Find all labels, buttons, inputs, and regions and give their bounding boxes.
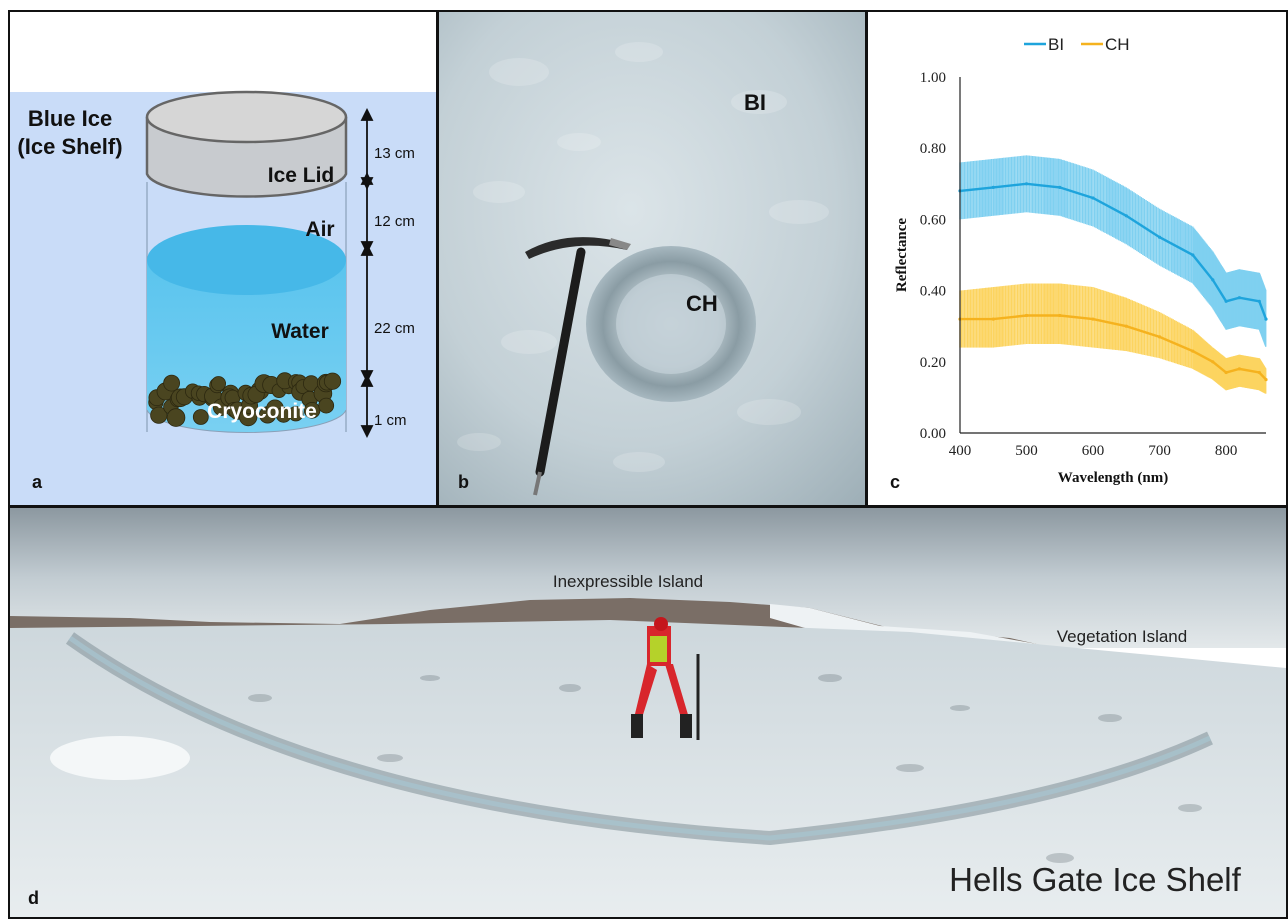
y-tick-label: 0.00 (920, 426, 946, 442)
ice-axe (525, 237, 631, 496)
blue-ice-title: Blue Ice (28, 106, 112, 131)
x-tick-label: 400 (949, 443, 972, 459)
hells-gate-ice-shelf-label: Hells Gate Ice Shelf (949, 861, 1241, 898)
ice-shelf-panorama: Inexpressible Island Vegetation Island H… (10, 508, 1286, 917)
data-point-ch (1058, 313, 1062, 318)
y-tick-label: 0.60 (920, 212, 946, 228)
snow-patch (50, 736, 190, 780)
cryoconite-granule (192, 409, 209, 425)
data-point-ch (1211, 360, 1215, 364)
panel-d-ice-shelf-panorama: Inexpressible Island Vegetation Island H… (8, 506, 1288, 919)
inexpressible-island-label: Inexpressible Island (553, 572, 703, 591)
data-point-bi (1024, 182, 1029, 186)
data-point-ch (1264, 378, 1268, 382)
vegetation-island-label: Vegetation Island (1057, 627, 1187, 646)
data-point-ch (1224, 370, 1228, 375)
legend-ch-label: CH (1105, 35, 1130, 54)
cryoconite-granule (318, 397, 335, 414)
x-axis-title: Wavelength (nm) (1058, 470, 1168, 486)
air-label: Air (305, 218, 334, 241)
data-point-bi (991, 185, 995, 189)
x-tick-label: 700 (1148, 443, 1171, 459)
panel-a-cryoconite-diagram: Blue Ice (Ice Shelf) Ice Lid Air Water C… (8, 10, 438, 507)
legend-bi-label: BI (1048, 35, 1064, 54)
water-thickness: 22 cm (374, 320, 415, 337)
panel-a-label: a (32, 472, 43, 492)
data-point-ch (1158, 335, 1162, 339)
cryoconite-granules (148, 372, 342, 427)
cryoconite-granule (288, 406, 304, 422)
data-point-ch (1237, 367, 1241, 371)
cryoconite-granule (323, 372, 342, 390)
cryoconite-thickness: 1 cm (374, 412, 407, 429)
cryoconite-label: Cryoconite (207, 400, 317, 423)
cryoconite-hole-diagram: Blue Ice (Ice Shelf) Ice Lid Air Water C… (10, 90, 436, 505)
ice-texture (457, 42, 829, 472)
data-point-bi (1211, 278, 1215, 282)
data-point-ch (1257, 370, 1261, 375)
data-point-ch (1124, 324, 1128, 328)
cryoconite-granule (210, 376, 226, 392)
cryoconite-granule (166, 408, 186, 427)
data-point-bi (1264, 317, 1268, 321)
x-tick-label: 800 (1215, 443, 1238, 459)
water-label: Water (271, 320, 329, 343)
y-axis-title: Reflectance (894, 218, 910, 292)
data-point-ch (1024, 313, 1029, 318)
data-point-bi (1058, 185, 1062, 189)
surface-holes (248, 674, 1202, 863)
data-point-bi (1124, 214, 1128, 218)
data-point-ch (1191, 349, 1195, 353)
y-tick-label: 0.80 (920, 141, 946, 157)
person-researcher (631, 617, 700, 740)
cryoconite-granule (150, 406, 168, 424)
y-tick-label: 0.40 (920, 284, 946, 300)
panel-c-reflectance-chart: BI CH 0.00 0.20 0.40 0.60 0.80 1.00 400 500 600 7… (866, 10, 1288, 507)
y-tick-label: 1.00 (920, 70, 946, 86)
panel-b-label: b (458, 472, 469, 492)
dimension-arrows (360, 107, 374, 439)
bi-label: BI (744, 90, 766, 115)
data-point-bi (1191, 253, 1195, 257)
reflectance-chart: BI CH 0.00 0.20 0.40 0.60 0.80 1.00 400 500 600 7… (894, 35, 1268, 486)
data-point-ch (1091, 317, 1095, 321)
ice-lid-thickness: 13 cm (374, 145, 415, 162)
ice-surface (10, 620, 1286, 917)
cryoconite-hole-photo: BI CH (439, 12, 865, 505)
data-point-bi (1224, 299, 1228, 303)
water-surface (147, 225, 346, 295)
data-point-bi (1158, 235, 1162, 239)
data-point-ch (991, 317, 995, 321)
panel-c-label: c (890, 472, 901, 492)
ice-lid-label: Ice Lid (268, 164, 335, 187)
ch-label: CH (686, 291, 718, 316)
panel-d-label: d (28, 888, 39, 908)
data-point-bi (1091, 196, 1095, 200)
data-point-bi (1237, 296, 1241, 300)
x-tick-label: 500 (1015, 443, 1038, 459)
cryoconite-granule (163, 374, 181, 392)
air-thickness: 12 cm (374, 213, 415, 230)
chart-legend: BI CH (1024, 35, 1130, 54)
x-tick-label: 600 (1082, 443, 1105, 459)
data-point-bi (1257, 299, 1261, 303)
y-tick-label: 0.20 (920, 355, 946, 371)
panel-b-cryoconite-photo: BI CH b (437, 10, 867, 507)
ice-shelf-subtitle: (Ice Shelf) (17, 134, 122, 159)
